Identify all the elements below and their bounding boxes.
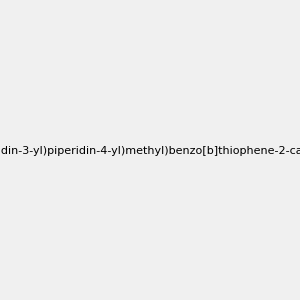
Text: N-((1-(pyridin-3-yl)piperidin-4-yl)methyl)benzo[b]thiophene-2-carboxamide: N-((1-(pyridin-3-yl)piperidin-4-yl)methy… xyxy=(0,146,300,157)
